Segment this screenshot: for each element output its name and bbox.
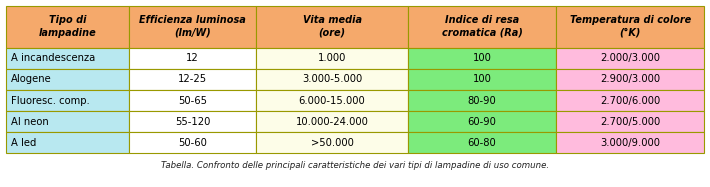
Bar bbox=[6, 69, 129, 90]
Text: Temperatura di colore
(°K): Temperatura di colore (°K) bbox=[569, 16, 691, 38]
Text: 3.000/9.000: 3.000/9.000 bbox=[600, 138, 660, 148]
Bar bbox=[129, 6, 256, 48]
Text: A incandescenza: A incandescenza bbox=[11, 53, 95, 63]
Bar bbox=[556, 6, 704, 48]
Text: 100: 100 bbox=[473, 53, 491, 63]
Text: Efficienza luminosa
(lm/W): Efficienza luminosa (lm/W) bbox=[139, 16, 246, 38]
Text: 10.000-24.000: 10.000-24.000 bbox=[295, 117, 368, 127]
Text: 55-120: 55-120 bbox=[175, 117, 210, 127]
Text: A led: A led bbox=[11, 138, 36, 148]
Bar bbox=[256, 111, 408, 132]
Text: 60-90: 60-90 bbox=[468, 117, 496, 127]
Bar bbox=[408, 90, 556, 111]
Bar bbox=[256, 90, 408, 111]
Bar bbox=[408, 132, 556, 153]
Text: 12: 12 bbox=[186, 53, 199, 63]
Bar bbox=[408, 69, 556, 90]
Bar bbox=[129, 90, 256, 111]
Text: Alogene: Alogene bbox=[11, 74, 51, 84]
Bar bbox=[6, 6, 129, 48]
Bar bbox=[256, 48, 408, 69]
Text: 1.000: 1.000 bbox=[318, 53, 346, 63]
Text: 50-65: 50-65 bbox=[178, 96, 207, 105]
Text: Vita media
(ore): Vita media (ore) bbox=[302, 16, 361, 38]
Text: Tipo di
lampadine: Tipo di lampadine bbox=[38, 16, 97, 38]
Bar bbox=[556, 69, 704, 90]
Text: 100: 100 bbox=[473, 74, 491, 84]
Bar bbox=[408, 48, 556, 69]
Bar bbox=[129, 132, 256, 153]
Bar bbox=[129, 48, 256, 69]
Text: Fluoresc. comp.: Fluoresc. comp. bbox=[11, 96, 89, 105]
Bar bbox=[129, 69, 256, 90]
Bar bbox=[256, 69, 408, 90]
Bar bbox=[408, 111, 556, 132]
Bar bbox=[556, 132, 704, 153]
Bar bbox=[556, 90, 704, 111]
Text: 12-25: 12-25 bbox=[178, 74, 207, 84]
Bar bbox=[256, 132, 408, 153]
Bar bbox=[556, 48, 704, 69]
Bar bbox=[256, 6, 408, 48]
Text: 60-80: 60-80 bbox=[468, 138, 496, 148]
Bar bbox=[408, 6, 556, 48]
Text: Tabella. Confronto delle principali caratteristiche dei vari tipi di lampadine d: Tabella. Confronto delle principali cara… bbox=[161, 161, 549, 170]
Bar bbox=[6, 111, 129, 132]
Text: Indice di resa
cromatica (Ra): Indice di resa cromatica (Ra) bbox=[442, 16, 523, 38]
Text: 6.000-15.000: 6.000-15.000 bbox=[299, 96, 366, 105]
Text: 2.700/6.000: 2.700/6.000 bbox=[600, 96, 660, 105]
Text: Al neon: Al neon bbox=[11, 117, 48, 127]
Bar bbox=[6, 48, 129, 69]
Text: 2.700/5.000: 2.700/5.000 bbox=[600, 117, 660, 127]
Bar bbox=[556, 111, 704, 132]
Text: 3.000-5.000: 3.000-5.000 bbox=[302, 74, 362, 84]
Text: 2.900/3.000: 2.900/3.000 bbox=[600, 74, 660, 84]
Text: 80-90: 80-90 bbox=[468, 96, 496, 105]
Text: 2.000/3.000: 2.000/3.000 bbox=[600, 53, 660, 63]
Bar bbox=[129, 111, 256, 132]
Text: 50-60: 50-60 bbox=[178, 138, 207, 148]
Text: >50.000: >50.000 bbox=[311, 138, 354, 148]
Bar bbox=[6, 132, 129, 153]
Bar bbox=[6, 90, 129, 111]
